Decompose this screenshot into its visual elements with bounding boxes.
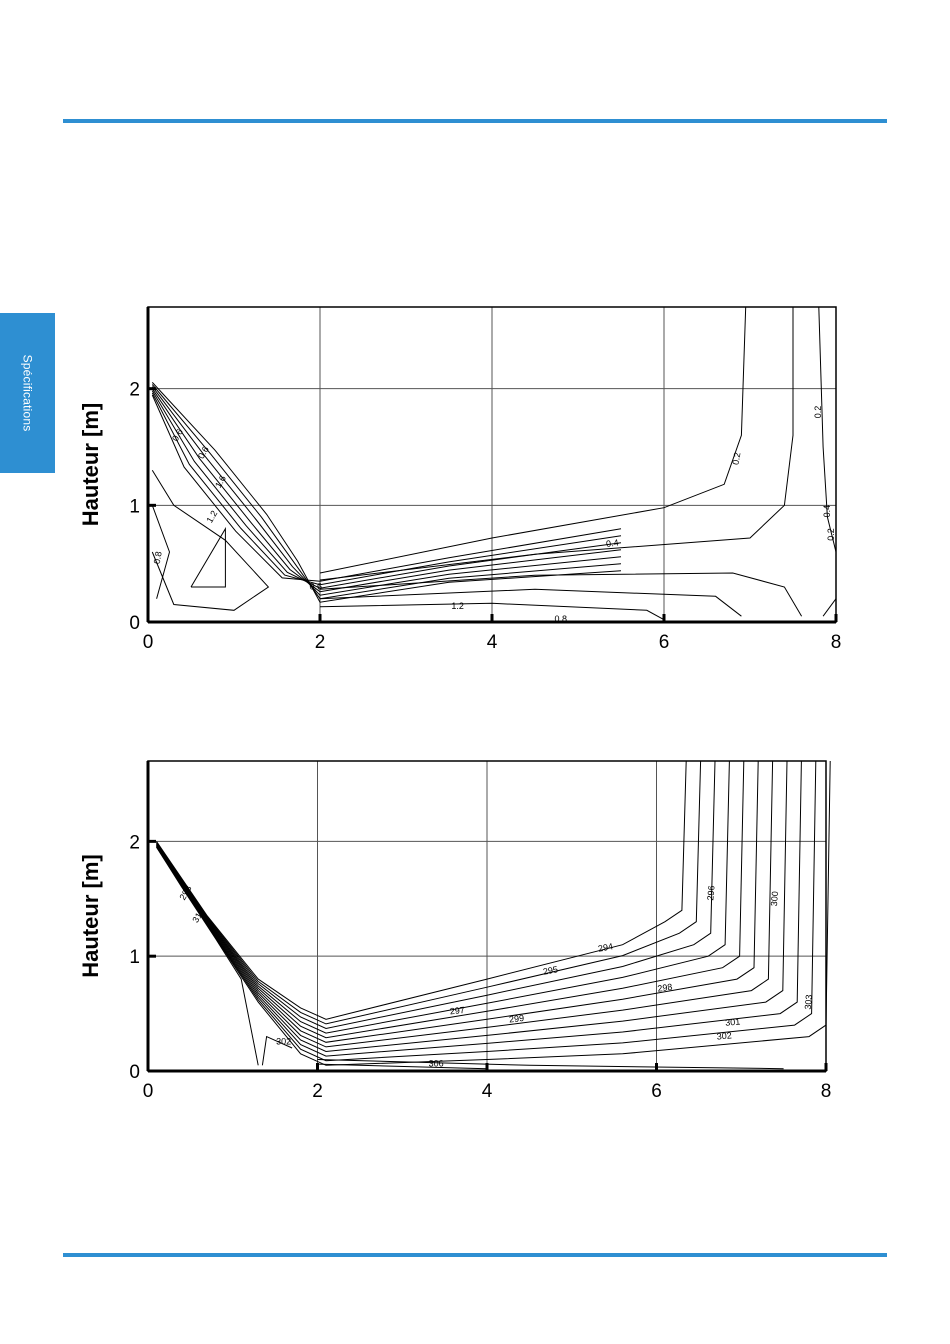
contour-label: 1.2	[451, 601, 464, 611]
contour-line	[156, 760, 745, 1039]
contour-label: 0.4	[822, 505, 832, 518]
contour-label: 303	[803, 994, 814, 1010]
x-tick-label: 0	[143, 1081, 154, 1102]
contour-line	[319, 572, 803, 617]
contour-line	[317, 1059, 784, 1070]
contour-label: 302	[276, 1037, 291, 1047]
side-tab-specifications[interactable]: Spécifications	[0, 313, 55, 473]
temperature-contour-svg: 2942952962972982993003013023033063022983…	[78, 760, 832, 1102]
contour-label: 0.6	[309, 581, 322, 591]
y-tick-label: 1	[129, 496, 140, 517]
contour-line	[151, 390, 622, 589]
x-tick-label: 6	[659, 632, 670, 653]
contour-line	[151, 394, 622, 582]
y-tick-label: 0	[129, 1062, 140, 1083]
contour-line	[156, 760, 788, 1053]
contour-line	[156, 760, 702, 1025]
contour-line	[151, 382, 622, 603]
contour-label: 0.2	[730, 452, 742, 466]
velocity-contour-svg: 0.20.40.60.81.21.60.20.40.61.20.80.60.20…	[78, 306, 842, 653]
contour-line	[156, 760, 774, 1048]
contour-label: 0.2	[813, 406, 823, 419]
contour-label: 0.4	[605, 537, 619, 549]
contour-label: 1.2	[204, 509, 219, 525]
contour-line	[151, 388, 622, 593]
contour-label: 0.2	[826, 528, 836, 541]
contour-line	[818, 306, 837, 553]
contour-line	[319, 588, 742, 617]
contour-label: 294	[597, 941, 614, 953]
contour-label: 296	[705, 885, 716, 901]
contour-line	[156, 760, 817, 1062]
contour-line	[156, 760, 687, 1020]
x-tick-label: 2	[315, 632, 326, 653]
x-tick-label: 2	[312, 1081, 323, 1102]
velocity-contour-plot: 0.2 0.4 0.6 0.8 1.2 1.6 0.2 0.4 0.6 1.2 0.8 0.6 0.2 0…	[70, 290, 860, 655]
x-tick-label: 8	[831, 632, 842, 653]
x-tick-label: 0	[143, 632, 154, 653]
contour-label: 297	[449, 1005, 465, 1017]
contour-line	[156, 760, 759, 1043]
contour-label: 311	[190, 907, 206, 924]
contour-line	[190, 526, 226, 588]
contour-label: 301	[725, 1017, 741, 1028]
contour-label: 0.8	[555, 614, 568, 624]
contour-line	[156, 846, 259, 1066]
contour-line	[156, 760, 716, 1030]
contour-line	[156, 760, 802, 1057]
header-rule	[63, 119, 887, 123]
y-axis-label: Hauteur [m]	[78, 403, 103, 526]
y-tick-label: 2	[129, 832, 140, 853]
footer-rule	[63, 1253, 887, 1257]
y-tick-label: 0	[129, 613, 140, 634]
x-tick-label: 4	[482, 1081, 493, 1102]
contour-line	[319, 307, 794, 581]
contour-line	[319, 306, 747, 574]
x-tick-label: 8	[821, 1081, 832, 1102]
contour-label: 299	[509, 1013, 525, 1025]
contour-label: 0.8	[152, 551, 164, 565]
contour-line	[156, 760, 730, 1034]
contour-line	[319, 602, 665, 621]
contour-line	[151, 470, 270, 611]
contour-line	[151, 386, 622, 596]
y-tick-label: 1	[129, 947, 140, 968]
x-tick-label: 4	[487, 632, 498, 653]
y-tick-label: 2	[129, 380, 140, 401]
contour-label: 306	[429, 1058, 444, 1068]
x-tick-label: 6	[651, 1081, 662, 1102]
contour-label: 300	[769, 891, 780, 907]
side-tab-label: Spécifications	[20, 354, 35, 432]
y-axis-label: Hauteur [m]	[78, 854, 103, 977]
contour-line	[261, 1035, 293, 1066]
temperature-contour-plot: 294 295 296 297 298 299 300 301 302 303 306 302 298 3…	[70, 748, 860, 1106]
contour-line	[151, 384, 622, 600]
contour-line	[151, 392, 622, 586]
contour-line	[822, 598, 837, 617]
contour-label: 295	[542, 964, 559, 976]
contour-line	[317, 1063, 488, 1070]
contour-line	[151, 505, 171, 599]
contour-label: 302	[716, 1030, 732, 1041]
contour-label: 298	[657, 982, 673, 994]
